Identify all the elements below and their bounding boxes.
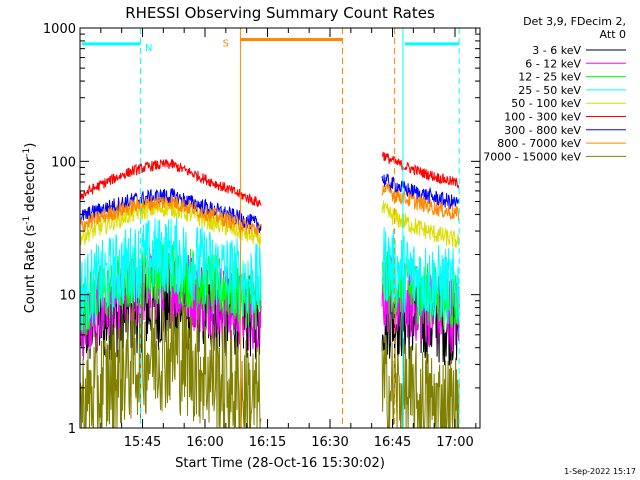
- y-tick-label-3: 100: [51, 155, 76, 170]
- x-tick-label-3: 16:15: [249, 435, 286, 450]
- x-tick-label-5: 16:45: [374, 435, 411, 450]
- legend-label-1: 3 - 6 keV: [532, 44, 581, 57]
- y-axis-label: Count Rate (s-1 detector-1): [22, 143, 38, 314]
- y-tick-label-1: 1: [68, 422, 76, 437]
- plot-frame: [79, 27, 481, 429]
- timestamp: 1-Sep-2022 15:17: [564, 467, 636, 476]
- series-line-8: [79, 183, 460, 237]
- y-tick-label-4: 1000: [43, 22, 76, 37]
- legend-label-5: 50 - 100 keV: [511, 97, 581, 110]
- flag-label-1: N: [145, 43, 152, 54]
- legend-label-2: 6 - 12 keV: [525, 57, 581, 70]
- legend-label-7: 300 - 800 keV: [504, 124, 581, 137]
- x-axis-label: Start Time (28-Oct-16 15:30:02): [175, 456, 385, 471]
- legend-header-line-1: Det 3,9, FDecim 2,: [523, 15, 626, 28]
- legend-header-line-2: Att 0: [600, 28, 626, 41]
- y-tick-label-2: 10: [59, 289, 76, 304]
- x-tick-label-4: 16:30: [311, 435, 348, 450]
- x-tick-label-2: 16:00: [186, 435, 223, 450]
- x-tick-label-1: 15:45: [124, 435, 161, 450]
- chart-title: RHESSI Observing Summary Count Rates: [125, 4, 435, 22]
- legend-label-4: 25 - 50 keV: [518, 84, 581, 97]
- legend-label-9: 7000 - 15000 keV: [483, 150, 581, 163]
- x-axis: 15:45 16:00 16:15 16:30 16:45 17:00: [79, 28, 477, 450]
- legend-label-3: 12 - 25 keV: [518, 71, 581, 84]
- flag-label-2: S: [223, 38, 229, 49]
- y-axis: 1 10 100 1000: [43, 22, 480, 437]
- x-tick-label-6: 17:00: [436, 435, 473, 450]
- legend-label-8: 800 - 7000 keV: [497, 137, 581, 150]
- legend-label-6: 100 - 300 keV: [504, 111, 581, 124]
